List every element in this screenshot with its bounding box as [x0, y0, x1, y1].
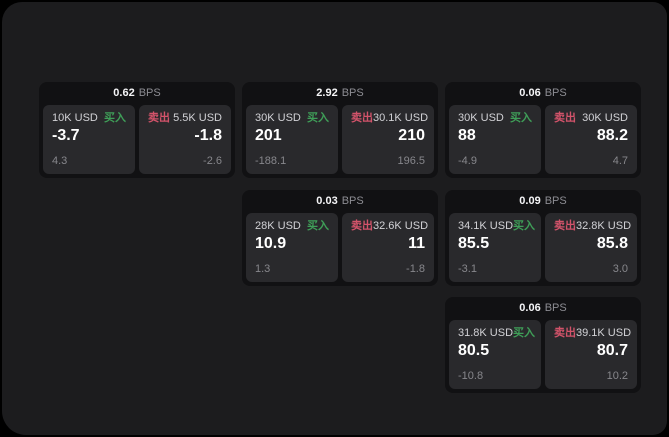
- sell-delta: 3.0: [612, 263, 628, 275]
- buy-delta: 4.3: [52, 155, 68, 167]
- bps-value: 0.62: [113, 87, 135, 99]
- buy-delta: 1.3: [255, 263, 271, 275]
- sell-panel[interactable]: 卖出 30K USD 88.2 4.7: [545, 105, 637, 174]
- quote-card-2: 2.92 BPS 30K USD 买入 201 -188.1 卖出 30.1K …: [242, 82, 438, 178]
- buy-price: 80.5: [458, 342, 490, 359]
- bps-header: 0.06 BPS: [445, 297, 641, 320]
- sell-amount: 32.6K USD: [373, 220, 429, 232]
- sell-amount: 5.5K USD: [173, 112, 222, 124]
- buy-delta: -10.8: [458, 370, 484, 382]
- sell-panel[interactable]: 卖出 32.8K USD 85.8 3.0: [545, 213, 637, 282]
- buy-price: -3.7: [52, 127, 80, 144]
- buy-badge: 买入: [513, 220, 536, 232]
- sell-panel[interactable]: 卖出 30.1K USD 210 196.5: [342, 105, 434, 174]
- buy-badge: 买入: [104, 112, 126, 124]
- buy-panel[interactable]: 31.8K USD 买入 80.5 -10.8: [449, 320, 541, 389]
- sell-price: -1.8: [194, 127, 222, 144]
- sell-panel[interactable]: 卖出 5.5K USD -1.8 -2.6: [139, 105, 231, 174]
- buy-delta: -4.9: [458, 155, 477, 167]
- sell-badge: 卖出: [148, 112, 170, 124]
- sell-delta: -1.8: [406, 263, 425, 275]
- bps-header: 0.03 BPS: [242, 190, 438, 213]
- buy-amount: 30K USD: [458, 112, 504, 124]
- buy-badge: 买入: [307, 112, 329, 124]
- buy-badge: 买入: [510, 112, 532, 124]
- bps-unit-label: BPS: [544, 302, 567, 314]
- sell-delta: 196.5: [397, 155, 425, 167]
- buy-amount: 31.8K USD: [458, 327, 514, 339]
- quote-card-6: 0.06 BPS 31.8K USD 买入 80.5 -10.8 卖出 39.1…: [445, 297, 641, 393]
- buy-amount: 10K USD: [52, 112, 98, 124]
- bps-header: 0.09 BPS: [445, 190, 641, 213]
- buy-price: 88: [458, 127, 476, 144]
- quote-card-3: 0.06 BPS 30K USD 买入 88 -4.9 卖出 30K USD: [445, 82, 641, 178]
- sell-badge: 卖出: [554, 220, 576, 232]
- bps-unit-label: BPS: [341, 195, 364, 207]
- sell-price: 88.2: [596, 127, 628, 144]
- sell-panel[interactable]: 卖出 39.1K USD 80.7 10.2: [545, 320, 637, 389]
- buy-price: 85.5: [458, 235, 490, 252]
- sell-amount: 32.8K USD: [576, 220, 632, 232]
- bps-value: 0.09: [519, 195, 541, 207]
- buy-panel[interactable]: 28K USD 买入 10.9 1.3: [246, 213, 338, 282]
- sell-amount: 39.1K USD: [576, 327, 632, 339]
- sell-badge: 卖出: [554, 327, 576, 339]
- bps-header: 2.92 BPS: [242, 82, 438, 105]
- sell-delta: -2.6: [203, 155, 222, 167]
- quote-card-1: 0.62 BPS 10K USD 买入 -3.7 4.3 卖出 5.5K USD: [39, 82, 235, 178]
- bps-unit-label: BPS: [138, 87, 161, 99]
- buy-delta: -188.1: [255, 155, 287, 167]
- sell-price: 11: [408, 235, 425, 252]
- buy-panel[interactable]: 30K USD 买入 88 -4.9: [449, 105, 541, 174]
- sell-price: 80.7: [596, 342, 628, 359]
- buy-amount: 28K USD: [255, 220, 301, 232]
- bps-unit-label: BPS: [544, 87, 567, 99]
- buy-delta: -3.1: [458, 263, 477, 275]
- bps-value: 0.06: [519, 302, 541, 314]
- buy-amount: 34.1K USD: [458, 220, 514, 232]
- sell-delta: 4.7: [612, 155, 628, 167]
- buy-badge: 买入: [513, 327, 536, 339]
- buy-panel[interactable]: 10K USD 买入 -3.7 4.3: [43, 105, 135, 174]
- quote-card-5: 0.09 BPS 34.1K USD 买入 85.5 -3.1 卖出 32.8K…: [445, 190, 641, 286]
- sell-panel[interactable]: 卖出 32.6K USD 11 -1.8: [342, 213, 434, 282]
- bps-value: 0.06: [519, 87, 541, 99]
- bps-unit-label: BPS: [341, 87, 364, 99]
- buy-price: 201: [255, 127, 282, 144]
- bps-header: 0.62 BPS: [39, 82, 235, 105]
- sell-badge: 卖出: [351, 220, 373, 232]
- sell-amount: 30K USD: [582, 112, 628, 124]
- bps-value: 0.03: [316, 195, 338, 207]
- quote-card-4: 0.03 BPS 28K USD 买入 10.9 1.3 卖出 32.6K US…: [242, 190, 438, 286]
- sell-delta: 10.2: [606, 370, 628, 382]
- buy-panel[interactable]: 30K USD 买入 201 -188.1: [246, 105, 338, 174]
- buy-panel[interactable]: 34.1K USD 买入 85.5 -3.1: [449, 213, 541, 282]
- sell-badge: 卖出: [351, 112, 373, 124]
- bps-unit-label: BPS: [544, 195, 567, 207]
- buy-amount: 30K USD: [255, 112, 301, 124]
- sell-badge: 卖出: [554, 112, 576, 124]
- bps-header: 0.06 BPS: [445, 82, 641, 105]
- sell-price: 210: [398, 127, 425, 144]
- sell-price: 85.8: [596, 235, 628, 252]
- sell-amount: 30.1K USD: [373, 112, 429, 124]
- bps-value: 2.92: [316, 87, 338, 99]
- buy-price: 10.9: [255, 235, 287, 252]
- buy-badge: 买入: [307, 220, 329, 232]
